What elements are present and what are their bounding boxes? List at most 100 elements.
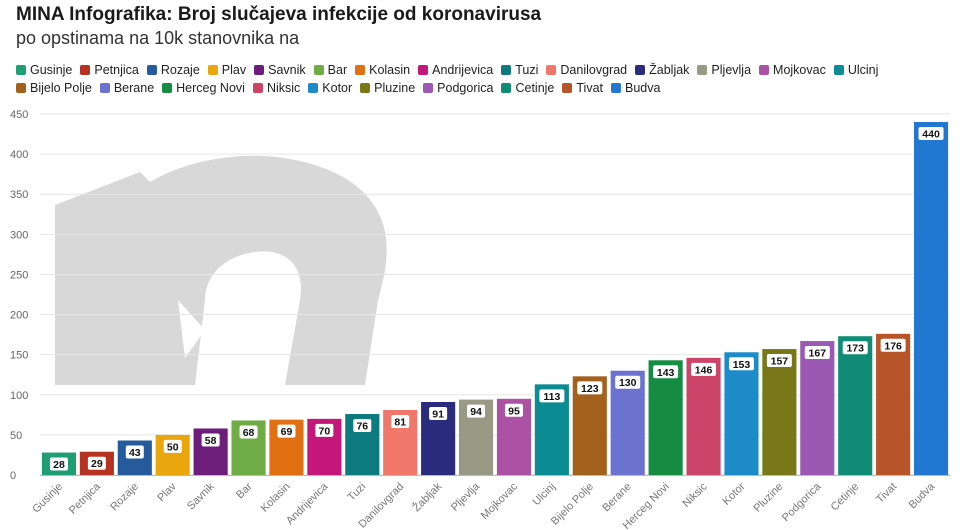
legend-label: Budva [625, 81, 661, 95]
bar[interactable] [648, 360, 683, 475]
legend-item[interactable]: Bar [313, 62, 348, 78]
legend-item[interactable]: Mojkovac [759, 62, 826, 78]
legend-item[interactable]: Berane [99, 80, 154, 96]
legend-item[interactable]: Gusinje [16, 62, 72, 78]
x-tick-label: Rozaje [108, 481, 141, 514]
data-label: 153 [733, 359, 751, 371]
y-tick-label: 300 [10, 229, 28, 241]
data-label-bg [880, 338, 906, 352]
data-label-bg [691, 362, 717, 376]
data-label-bg [87, 456, 106, 470]
legend-swatch [252, 83, 263, 93]
chart-subtitle: po opstinama na 10k stanovnika na [16, 28, 300, 48]
bar[interactable] [838, 336, 873, 475]
legend-item[interactable]: Pluzine [360, 80, 415, 96]
legend-swatch [355, 65, 366, 75]
legend-item[interactable]: Savnik [254, 62, 306, 78]
data-label: 176 [884, 340, 902, 352]
legend-label: Kotor [322, 81, 353, 95]
y-tick-label: 0 [10, 470, 16, 482]
legend-swatch [635, 65, 646, 75]
legend-label: Tuzi [515, 63, 539, 77]
legend-label: Bar [327, 63, 348, 77]
legend-item[interactable]: Danilovgrad [546, 62, 627, 78]
x-tick-label: Savnik [185, 480, 217, 512]
data-label: 28 [53, 459, 65, 471]
x-tick-label: Gusinje [30, 481, 65, 516]
y-tick-label: 100 [10, 390, 28, 402]
data-label-bg [804, 346, 830, 360]
y-tick-label: 250 [10, 269, 28, 281]
legend-item[interactable]: Ulcinj [833, 62, 878, 78]
data-label: 91 [432, 408, 444, 420]
x-tick-label: Pluzine [751, 481, 785, 515]
bar[interactable] [724, 352, 759, 475]
bar[interactable] [913, 122, 949, 476]
legend-label: Pluzine [374, 81, 416, 95]
legend-item[interactable]: Andrijevica [418, 62, 493, 78]
legend-label: Žabljak [649, 63, 690, 77]
legend-label: Podgorica [437, 81, 494, 95]
legend-item[interactable]: Tivat [562, 80, 603, 96]
legend-swatch [611, 83, 622, 93]
data-label: 146 [695, 364, 713, 376]
legend-item[interactable]: Herceg Novi [162, 80, 245, 96]
data-label: 76 [356, 421, 368, 433]
legend-item[interactable]: Rozaje [146, 62, 200, 78]
data-label: 69 [281, 426, 293, 438]
legend-swatch [146, 65, 157, 75]
x-tick-label: Tuzi [346, 481, 369, 504]
legend-label: Niksic [266, 81, 301, 95]
bar[interactable] [800, 341, 835, 475]
legend-item[interactable]: Žabljak [635, 62, 689, 78]
mina-logo-watermark [55, 155, 387, 385]
data-label: 130 [619, 377, 637, 389]
legend-label: Bijelo Polje [30, 81, 92, 95]
legend-label: Rozaje [160, 63, 200, 77]
legend-label: Plav [221, 63, 247, 77]
data-label-bg [163, 439, 182, 453]
legend-label: Andrijevica [432, 63, 494, 77]
data-label: 68 [243, 427, 255, 439]
legend-swatch [99, 83, 110, 93]
data-label: 50 [167, 441, 179, 453]
legend-label: Danilovgrad [560, 63, 628, 77]
data-label-bg [49, 457, 68, 471]
legend-swatch [16, 83, 26, 93]
data-label: 113 [543, 391, 560, 403]
legend-item[interactable]: Kotor [308, 80, 352, 96]
y-tick-label: 200 [10, 310, 28, 322]
data-label: 43 [129, 447, 141, 459]
legend-item[interactable]: Podgorica [423, 80, 493, 96]
data-label-bg [918, 127, 944, 141]
x-tick-label: Kolasin [259, 481, 293, 515]
legend-item[interactable]: Pljevlja [697, 62, 751, 78]
data-label-bg [577, 381, 603, 395]
data-label: 95 [508, 405, 520, 417]
legend-item[interactable]: Bijelo Polje [16, 80, 92, 96]
legend-label: Mojkovac [773, 63, 826, 77]
legend-item[interactable]: Plav [207, 62, 247, 78]
legend-swatch [360, 83, 371, 93]
legend-item[interactable]: Petnjica [80, 62, 139, 78]
legend-item[interactable]: Budva [611, 80, 660, 96]
x-tick-label: Cetinje [829, 481, 862, 514]
legend-item[interactable]: Cetinje [501, 80, 554, 96]
x-tick-label: Andrijevica [284, 480, 331, 527]
bar[interactable] [686, 357, 721, 475]
legend-item[interactable]: Niksic [252, 80, 301, 96]
x-tick-label: Žabljak [410, 480, 445, 515]
legend-item[interactable]: Kolasin [355, 62, 410, 78]
legend-item[interactable]: Tuzi [501, 62, 538, 78]
legend-swatch [501, 83, 512, 93]
data-label-bg [201, 433, 220, 447]
legend-swatch [313, 65, 324, 75]
data-label: 173 [846, 343, 864, 355]
bar[interactable] [762, 349, 797, 475]
legend-label: Petnjica [94, 63, 139, 77]
data-label-bg [728, 357, 754, 371]
legend-swatch [207, 65, 218, 75]
data-label: 70 [319, 425, 331, 437]
bar[interactable] [876, 333, 911, 475]
legend-label: Kolasin [369, 63, 411, 77]
